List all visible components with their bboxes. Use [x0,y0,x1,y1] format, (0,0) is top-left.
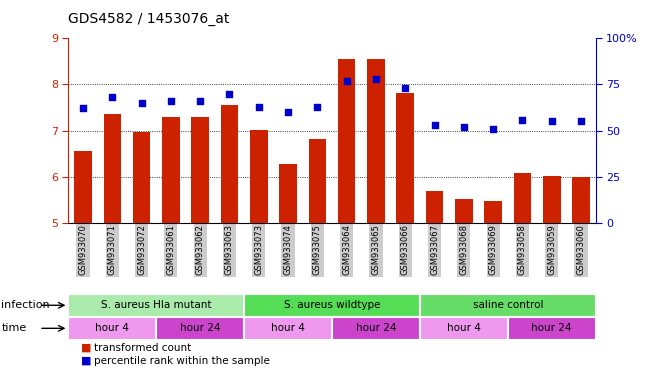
Bar [338,59,355,223]
Text: hour 4: hour 4 [271,323,305,333]
Point [195,98,206,104]
Bar [133,132,150,223]
Point [371,76,381,82]
Bar [367,59,385,223]
Bar [420,294,596,317]
Bar [74,151,92,223]
Point [224,91,235,97]
Point [283,109,293,115]
Text: percentile rank within the sample: percentile rank within the sample [94,356,270,366]
Bar [332,317,420,340]
Text: S. aureus Hla mutant: S. aureus Hla mutant [101,300,212,310]
Bar [543,176,561,223]
Bar [162,117,180,223]
Text: ■: ■ [81,343,92,353]
Point [342,78,352,84]
Text: hour 24: hour 24 [355,323,396,333]
Bar [484,200,502,223]
Text: infection: infection [1,300,50,310]
Bar [221,105,238,223]
Bar [279,164,297,223]
Point [488,126,499,132]
Bar [309,139,326,223]
Bar [244,294,420,317]
Bar [68,317,156,340]
Point [107,94,117,101]
Point [254,104,264,110]
Point [78,105,89,111]
Bar [396,93,414,223]
Point [400,85,411,91]
Text: transformed count: transformed count [94,343,191,353]
Bar [244,317,332,340]
Bar [514,173,531,223]
Bar [156,317,244,340]
Bar [572,177,590,223]
Bar [508,317,596,340]
Bar [191,117,209,223]
Text: hour 24: hour 24 [531,323,572,333]
Point [165,98,176,104]
Point [312,104,323,110]
Text: time: time [1,323,27,333]
Point [517,116,527,122]
Bar [455,199,473,223]
Bar [250,130,268,223]
Bar [68,294,244,317]
Text: hour 4: hour 4 [95,323,130,333]
Text: GDS4582 / 1453076_at: GDS4582 / 1453076_at [68,12,230,25]
Text: ■: ■ [81,356,92,366]
Point [547,118,557,124]
Point [430,122,440,128]
Text: saline control: saline control [473,300,543,310]
Point [137,100,147,106]
Point [458,124,469,130]
Text: hour 24: hour 24 [180,323,221,333]
Bar [104,114,121,223]
Text: S. aureus wildtype: S. aureus wildtype [284,300,380,310]
Bar [426,191,443,223]
Bar [420,317,508,340]
Point [576,118,587,124]
Text: hour 4: hour 4 [447,323,481,333]
